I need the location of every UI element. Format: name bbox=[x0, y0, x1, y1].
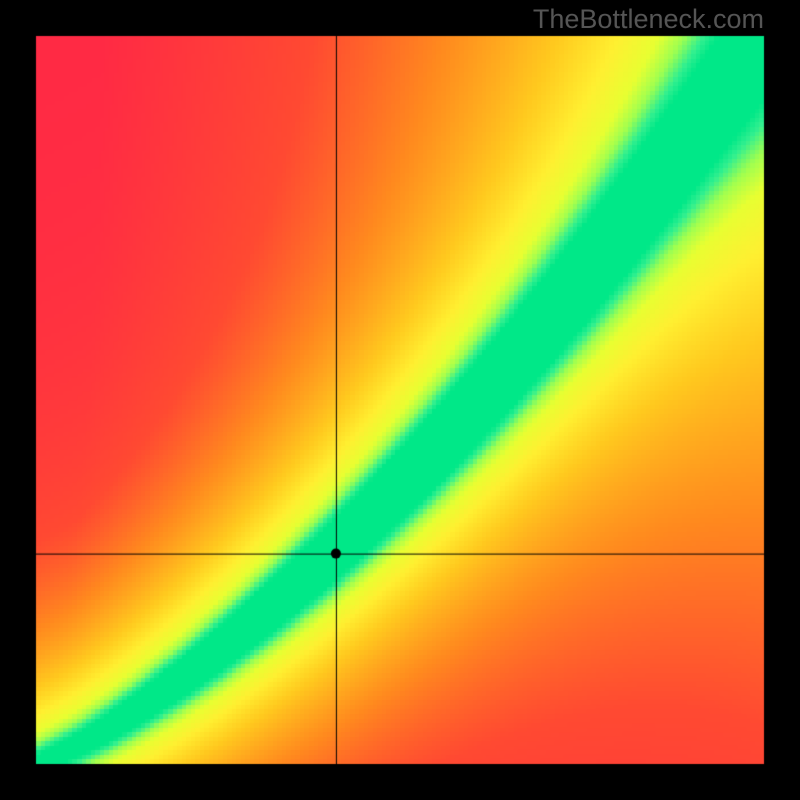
watermark-text: TheBottleneck.com bbox=[533, 4, 764, 35]
bottleneck-heatmap bbox=[0, 0, 800, 800]
